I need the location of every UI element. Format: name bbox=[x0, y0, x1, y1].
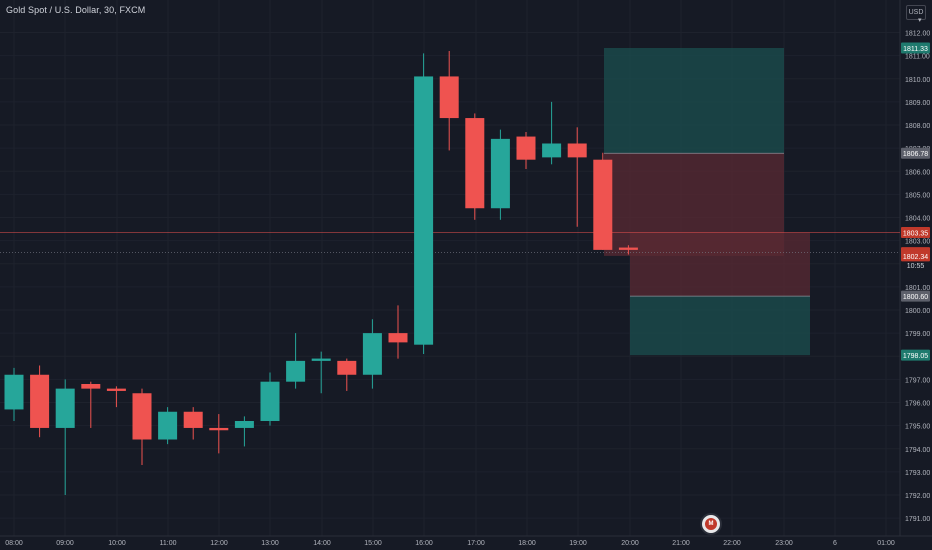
bear-candle-body bbox=[30, 374, 50, 428]
time-tick-label: 13:00 bbox=[261, 540, 279, 547]
bull-candle-body bbox=[158, 411, 178, 440]
price-label-bg bbox=[901, 259, 930, 271]
time-tick-label: 15:00 bbox=[364, 540, 382, 547]
bear-candle-body bbox=[183, 411, 203, 428]
price-label-text: 1802.34 bbox=[903, 254, 928, 261]
time-tick-label: 16:00 bbox=[415, 540, 433, 547]
price-tick-label: 1810.00 bbox=[905, 77, 930, 84]
bear-candle-body bbox=[209, 427, 229, 431]
price-tick-label: 1803.00 bbox=[905, 239, 930, 246]
price-label: 1803.35 bbox=[901, 227, 930, 239]
bull-candle-body bbox=[490, 138, 510, 209]
time-tick-label: 23:00 bbox=[775, 540, 793, 547]
logo-text: M bbox=[705, 518, 717, 530]
price-label-text: 1806.78 bbox=[903, 151, 928, 158]
target-zone bbox=[630, 296, 810, 356]
bear-candle-body bbox=[567, 143, 587, 158]
price-tick-label: 1809.00 bbox=[905, 100, 930, 107]
price-label-bg bbox=[901, 349, 930, 361]
bull-candle-body bbox=[542, 143, 562, 158]
tradingview-logo-icon[interactable]: M bbox=[700, 513, 722, 535]
price-labels: 1811.331806.781803.351802.4810:551802.34… bbox=[901, 42, 930, 361]
price-tick-label: 1795.00 bbox=[905, 424, 930, 431]
price-label-bg bbox=[901, 42, 930, 54]
bull-candle-body bbox=[414, 76, 434, 345]
bear-candle-body bbox=[618, 247, 638, 250]
price-label-bg bbox=[901, 147, 930, 159]
price-label: 10:55 bbox=[901, 259, 930, 271]
price-tick-label: 1801.00 bbox=[905, 285, 930, 292]
price-label-bg bbox=[901, 227, 930, 239]
price-label-bg bbox=[901, 250, 930, 262]
price-tick-label: 1804.00 bbox=[905, 216, 930, 223]
bear-candle-body bbox=[106, 388, 126, 391]
price-label-bg bbox=[901, 290, 930, 302]
bear-candle-body bbox=[439, 76, 459, 119]
price-axis[interactable]: 1791.00 1792.00 1793.00 1794.00 1795.00 1796.… bbox=[905, 31, 930, 524]
bull-candle-body bbox=[55, 388, 75, 428]
price-tick-label: 1811.00 bbox=[905, 54, 930, 61]
time-tick-label: 12:00 bbox=[210, 540, 228, 547]
candle-series bbox=[4, 51, 638, 495]
stop-zone bbox=[630, 232, 810, 297]
bull-candle-body bbox=[311, 358, 331, 361]
price-tick-label: 1797.00 bbox=[905, 377, 930, 384]
bear-candle-body bbox=[516, 136, 536, 160]
price-tick-label: 1796.00 bbox=[905, 401, 930, 408]
time-tick-label: 21:00 bbox=[672, 540, 690, 547]
time-tick-label: 14:00 bbox=[313, 540, 331, 547]
price-tick-label: 1806.00 bbox=[905, 169, 930, 176]
price-tick-label: 1800.00 bbox=[905, 308, 930, 315]
bear-candle-body bbox=[388, 333, 408, 343]
position-zones bbox=[0, 47, 900, 356]
price-label-text: 1803.35 bbox=[903, 231, 928, 238]
price-label: 1806.78 bbox=[901, 147, 930, 159]
price-tick-label: 1791.00 bbox=[905, 516, 930, 523]
bull-candle-body bbox=[260, 381, 280, 421]
target-zone bbox=[604, 47, 784, 154]
price-tick-label: 1799.00 bbox=[905, 331, 930, 338]
bull-candle-body bbox=[4, 374, 24, 410]
price-tick-label: 1808.00 bbox=[905, 123, 930, 130]
time-tick-label: 19:00 bbox=[569, 540, 587, 547]
time-tick-label: 20:00 bbox=[621, 540, 639, 547]
time-tick-label: 18:00 bbox=[518, 540, 536, 547]
price-tick-label: 1812.00 bbox=[905, 31, 930, 38]
time-tick-label: 11:00 bbox=[160, 540, 177, 547]
price-label-text: 1800.60 bbox=[903, 294, 928, 301]
price-tick-label: 1805.00 bbox=[905, 192, 930, 199]
price-tick-label: 1792.00 bbox=[905, 493, 930, 500]
symbol-title[interactable]: Gold Spot / U.S. Dollar, 30, FXCM bbox=[6, 5, 146, 15]
price-label-text: 1811.33 bbox=[903, 46, 928, 53]
time-tick-label: 09:00 bbox=[56, 540, 74, 547]
price-label: 1811.33 bbox=[901, 42, 930, 54]
chevron-down-icon[interactable]: ▾ bbox=[918, 17, 922, 24]
price-tick-label: 1793.00 bbox=[905, 470, 930, 477]
bull-candle-body bbox=[234, 421, 254, 428]
bear-candle-body bbox=[81, 384, 101, 389]
time-tick-label: 17:00 bbox=[467, 540, 485, 547]
time-tick-label: 01:00 bbox=[877, 540, 895, 547]
price-label-text: 10:55 bbox=[907, 263, 925, 270]
time-tick-label: 10:00 bbox=[108, 540, 126, 547]
bear-candle-body bbox=[337, 360, 357, 375]
currency-button[interactable]: USD bbox=[906, 5, 926, 20]
price-label: 1802.34 bbox=[901, 250, 930, 262]
price-label: 1798.05 bbox=[901, 349, 930, 361]
time-tick-label: 22:00 bbox=[723, 540, 741, 547]
time-tick-label: 08:00 bbox=[5, 540, 23, 547]
time-axis[interactable]: 08:00 09:00 10:00 11:00 12:00 13:00 14:00 15:00… bbox=[5, 540, 895, 547]
bear-candle-body bbox=[593, 159, 613, 250]
price-tick-label: 1794.00 bbox=[905, 447, 930, 454]
bear-candle-body bbox=[465, 118, 485, 209]
bull-candle-body bbox=[286, 360, 306, 382]
price-label: 1800.60 bbox=[901, 290, 930, 302]
time-tick-label: 6 bbox=[833, 540, 837, 547]
price-label-text: 1798.05 bbox=[903, 353, 928, 360]
bear-candle-body bbox=[132, 393, 152, 440]
bull-candle-body bbox=[362, 333, 382, 375]
